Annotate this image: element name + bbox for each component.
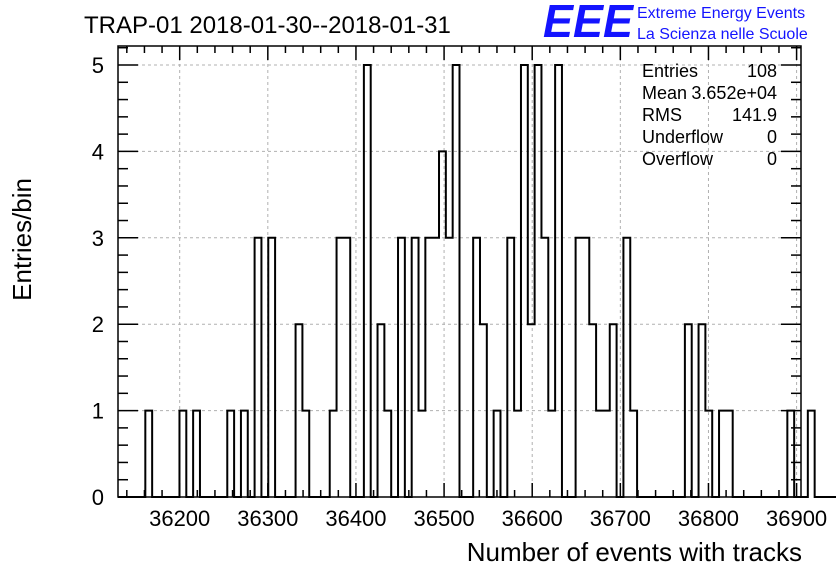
- y-tick-label: 2: [92, 312, 104, 337]
- y-tick-label: 3: [92, 226, 104, 251]
- histogram-bars: [118, 64, 836, 498]
- logo-line-2: La Scienza nelle Scuole: [637, 26, 808, 43]
- x-tick-label: 36600: [502, 506, 563, 531]
- stat-label-entries: Entries: [642, 61, 698, 81]
- x-tick-label: 36300: [237, 506, 298, 531]
- x-tick-label: 36400: [325, 506, 386, 531]
- logo-mark: EEE: [543, 0, 634, 47]
- stat-label-rms: RMS: [642, 105, 682, 125]
- y-tick-label: 0: [92, 485, 104, 510]
- logo-line-1: Extreme Energy Events: [637, 5, 805, 22]
- x-tick-label: 36200: [149, 506, 210, 531]
- x-tick-label: 36800: [678, 506, 739, 531]
- stat-label-underflow: Underflow: [642, 127, 724, 147]
- chart-title: TRAP-01 2018-01-30--2018-01-31: [84, 12, 451, 39]
- x-tick-label: 36500: [413, 506, 474, 531]
- stat-value-underflow: 0: [767, 127, 777, 147]
- stats-box: Entries 108 Mean 3.652e+04 RMS 141.9 Und…: [642, 61, 777, 169]
- stat-value-mean: 3.652e+04: [691, 83, 777, 103]
- y-tick-label: 5: [92, 53, 104, 78]
- y-tick-label: 4: [92, 139, 104, 164]
- x-tick-label: 36700: [590, 506, 651, 531]
- stat-value-rms: 141.9: [732, 105, 777, 125]
- stat-label-overflow: Overflow: [642, 149, 714, 169]
- stat-value-entries: 108: [747, 61, 777, 81]
- stat-value-overflow: 0: [767, 149, 777, 169]
- y-axis-title: Entries/bin: [7, 178, 37, 301]
- axis-ticks: [118, 46, 801, 498]
- x-axis-title: Number of events with tracks: [467, 537, 802, 567]
- eee-logo: EEE Extreme Energy Events La Scienza nel…: [543, 0, 808, 47]
- x-tick-labels: 36200 36300 36400 36500 36600 36700 3680…: [149, 506, 827, 531]
- y-tick-label: 1: [92, 399, 104, 424]
- plot-frame: [117, 45, 802, 498]
- y-tick-labels: 0 1 2 3 4 5: [92, 53, 104, 510]
- stat-label-mean: Mean: [642, 83, 687, 103]
- x-tick-label: 36900: [766, 506, 827, 531]
